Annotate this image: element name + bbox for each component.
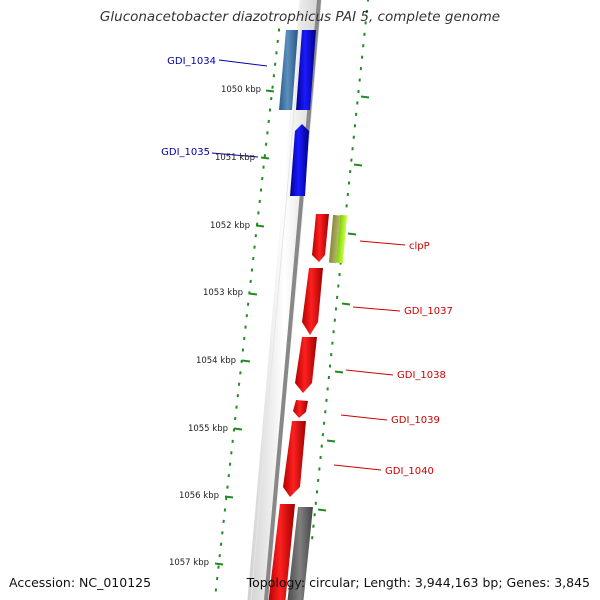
gene-label[interactable]: GDI_1038 <box>397 370 446 381</box>
kbp-label: 1052 kbp <box>210 221 250 231</box>
gene-GDI_1039 <box>293 400 308 418</box>
kbp-tick <box>265 89 275 93</box>
kbp-tick <box>214 562 224 566</box>
outer-tick <box>341 302 351 306</box>
map-title: Gluconacetobacter diazotrophicus PAI 5, … <box>99 9 501 25</box>
gene-label[interactable]: GDI_1034 <box>167 56 216 67</box>
kbp-label: 1054 kbp <box>196 356 236 366</box>
outer-tick <box>347 232 357 236</box>
kbp-tick <box>224 495 234 499</box>
gene-clpP-feature-lime <box>335 214 348 264</box>
kbp-label: 1051 kbp <box>215 153 255 163</box>
kbp-label: 1053 kbp <box>203 288 243 298</box>
gene-GDI_1037 <box>302 268 323 335</box>
gene-label[interactable]: GDI_1040 <box>385 466 434 477</box>
gene-GDI_1035 <box>290 124 309 196</box>
kbp-label: 1055 kbp <box>188 424 228 434</box>
gene-GDI_1040 <box>283 421 306 497</box>
kbp-tick <box>255 224 265 228</box>
gene-label[interactable]: GDI_1035 <box>161 147 210 158</box>
gene-label[interactable]: clpP <box>409 241 430 252</box>
outer-tick <box>317 508 327 512</box>
outer-tick <box>326 439 336 443</box>
kbp-tick <box>241 359 251 363</box>
kbp-tick <box>260 156 270 160</box>
outer-tick <box>360 95 370 99</box>
kbp-tick <box>248 292 258 296</box>
gene-label[interactable]: GDI_1039 <box>391 415 440 426</box>
gene-clpP <box>312 214 329 262</box>
outer-tick <box>334 370 344 374</box>
gene-label[interactable]: GDI_1037 <box>404 306 453 317</box>
kbp-tick <box>233 427 243 431</box>
accession-text: Accession: NC_010125 <box>9 575 152 590</box>
gene-GDI_1034-track1 <box>279 30 298 110</box>
feature-gray <box>287 507 313 600</box>
gene-GDI_1034-track2 <box>296 30 316 110</box>
kbp-tick-track <box>214 89 370 566</box>
topology-text: Topology: circular; Length: 3,944,163 bp… <box>246 575 590 590</box>
gene-clpP-feature-olive <box>328 214 341 264</box>
kbp-label: 1050 kbp <box>221 85 261 95</box>
backbone-edge <box>250 0 305 600</box>
gene-GDI_1041 <box>268 504 295 600</box>
kbp-label: 1057 kbp <box>169 558 209 568</box>
label-leaders <box>211 59 406 471</box>
outer-tick <box>353 163 363 167</box>
kbp-label: 1056 kbp <box>179 491 219 501</box>
gene-GDI_1038 <box>295 337 317 393</box>
